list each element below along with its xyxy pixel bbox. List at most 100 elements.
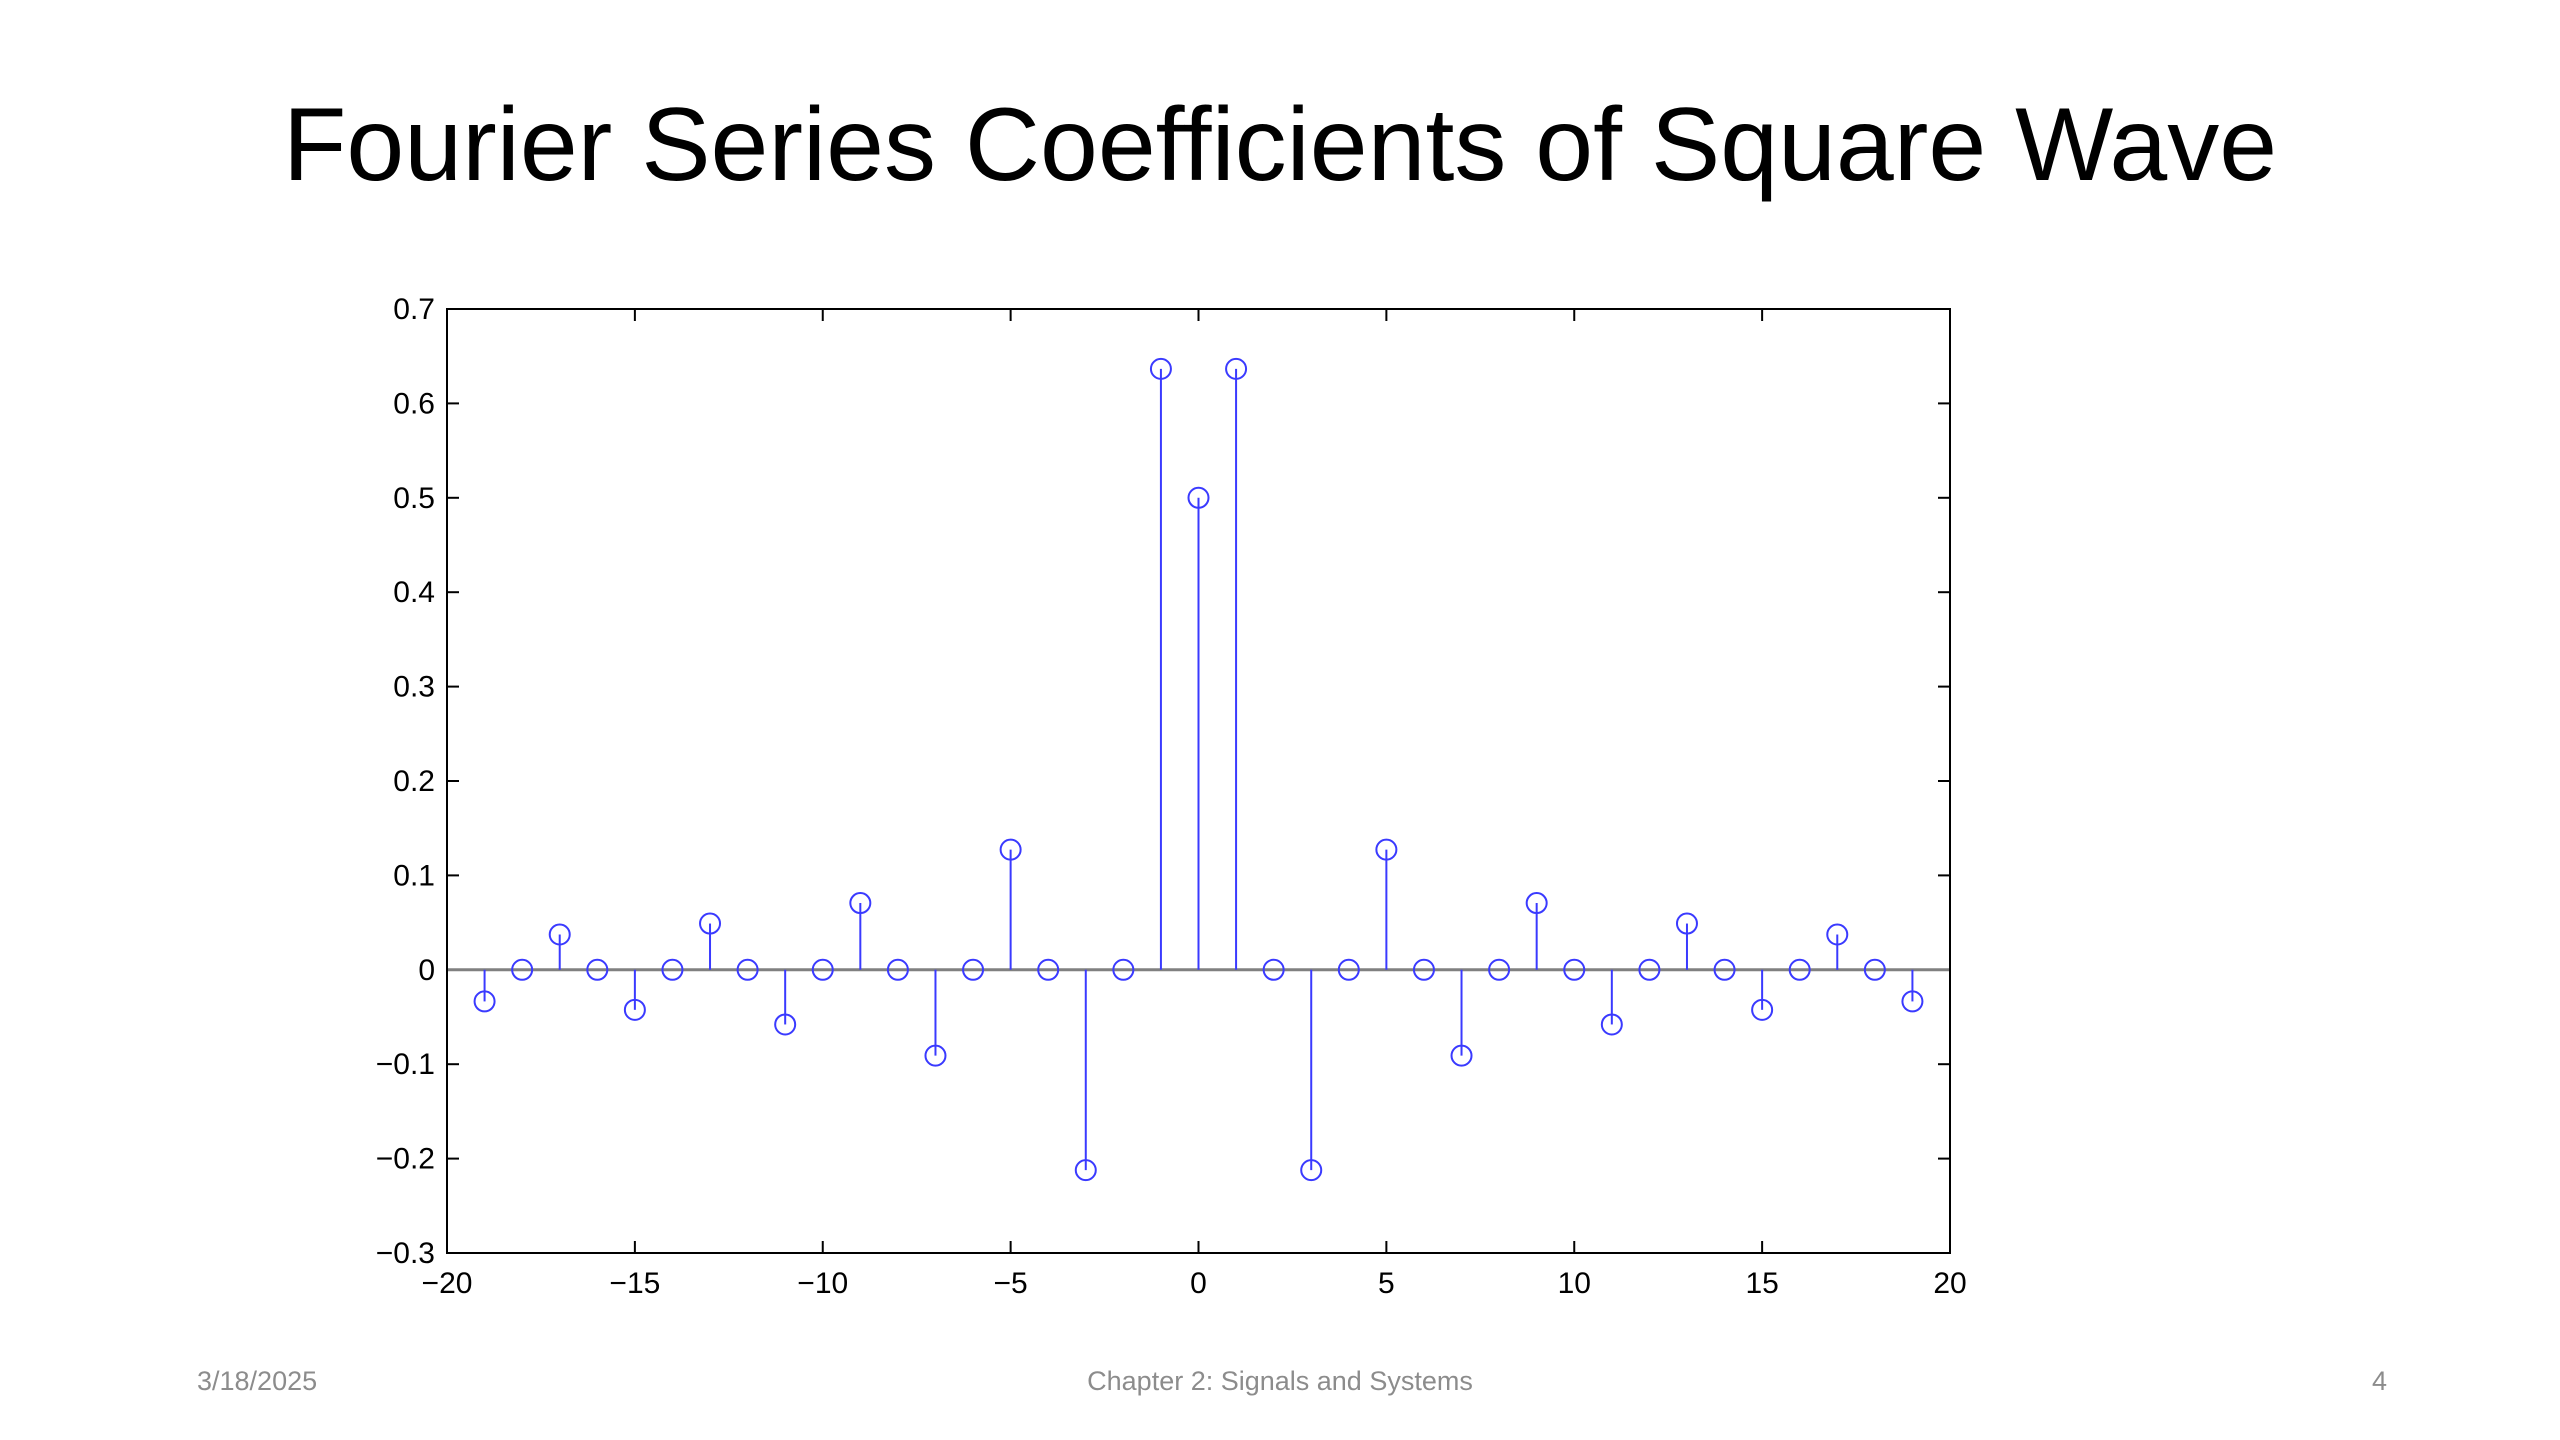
stem-point — [1675, 912, 1698, 970]
y-tick-label: 0.1 — [393, 859, 435, 892]
y-tick-label: 0.2 — [393, 765, 435, 798]
stem-point — [1901, 969, 1924, 1013]
x-tick-label: −20 — [422, 1267, 473, 1300]
stem-marker — [1863, 958, 1886, 981]
y-tick-label: 0.5 — [393, 482, 435, 515]
x-tick-label: −5 — [994, 1267, 1028, 1300]
stem-point — [774, 969, 797, 1036]
footer-page-number: 4 — [2371, 1366, 2387, 1396]
stem-marker — [1563, 958, 1586, 981]
axes-frame — [446, 308, 1951, 1254]
y-tick-label: −0.3 — [376, 1237, 435, 1270]
stem-point — [473, 969, 496, 1013]
footer-date: 3/18/2025 — [197, 1366, 318, 1396]
stem-point — [1074, 969, 1097, 1182]
stem-marker — [1488, 958, 1511, 981]
stem-marker — [1112, 958, 1135, 981]
x-tick-label: 10 — [1558, 1267, 1591, 1300]
stem-point — [1412, 958, 1435, 981]
stem-marker — [1300, 1159, 1323, 1182]
stem-marker — [1450, 1044, 1473, 1067]
stem-point — [849, 892, 872, 970]
stem-marker — [1225, 357, 1248, 380]
y-tick-label: 0 — [418, 954, 435, 987]
stem-marker — [548, 923, 571, 946]
stem-point — [886, 958, 909, 981]
stem-point — [1488, 958, 1511, 981]
stem-point — [1225, 357, 1248, 970]
stem-point — [962, 958, 985, 981]
y-tick-label: −0.2 — [376, 1143, 435, 1176]
stem-point — [1863, 958, 1886, 981]
stem-marker — [849, 892, 872, 915]
stem-point — [1525, 892, 1548, 970]
stem-point — [736, 958, 759, 981]
stem-marker — [661, 958, 684, 981]
stem-marker — [1901, 990, 1924, 1013]
stem-point — [1112, 958, 1135, 981]
stem-marker — [586, 958, 609, 981]
stem-marker — [473, 990, 496, 1013]
stem-marker — [623, 998, 646, 1021]
stem-marker — [1826, 923, 1849, 946]
stem-point — [999, 838, 1022, 970]
axes-frame-layer — [446, 308, 1951, 1254]
stem-marker — [811, 958, 834, 981]
footer-chapter: Chapter 2: Signals and Systems — [1087, 1366, 1473, 1396]
y-tick-label: −0.1 — [376, 1048, 435, 1081]
x-tick-label: 15 — [1745, 1267, 1778, 1300]
x-tick-label: 5 — [1378, 1267, 1395, 1300]
x-tick-label: 0 — [1190, 1267, 1207, 1300]
stem-marker — [999, 838, 1022, 861]
stem-marker — [1638, 958, 1661, 981]
stem-point — [623, 969, 646, 1021]
stem-marker — [774, 1013, 797, 1036]
stem-marker — [1074, 1159, 1097, 1182]
stem-marker — [1187, 486, 1210, 509]
y-tick-label: 0.3 — [393, 671, 435, 704]
stem-marker — [886, 958, 909, 981]
stem-marker — [736, 958, 759, 981]
stem-point — [1149, 357, 1172, 970]
stem-point — [511, 958, 534, 981]
stem-point — [1187, 486, 1210, 970]
stem-marker — [962, 958, 985, 981]
stem-marker — [1675, 912, 1698, 935]
stem-point — [1788, 958, 1811, 981]
stem-marker — [1751, 998, 1774, 1021]
stem-point — [924, 969, 947, 1067]
stem-marker — [924, 1044, 947, 1067]
x-tick-label: 20 — [1933, 1267, 1966, 1300]
tick-labels: −20 −15 −10 −5 0 5 10 15 20 −0.3 −0.2 −0.1 0 0.1 0.2 0.… — [376, 293, 1967, 1300]
stem-marker — [1149, 357, 1172, 380]
stem-point — [1638, 958, 1661, 981]
y-tick-label: 0.6 — [393, 387, 435, 420]
stem-point — [699, 912, 722, 970]
stem-point — [1713, 958, 1736, 981]
x-tick-label: −15 — [609, 1267, 660, 1300]
stem-point — [1375, 838, 1398, 970]
stem-marker — [1037, 958, 1060, 981]
stem-point — [1450, 969, 1473, 1067]
stem-point — [1337, 958, 1360, 981]
stem-marker — [699, 912, 722, 935]
stems — [473, 357, 1924, 1182]
stem-marker — [1337, 958, 1360, 981]
stem-point — [661, 958, 684, 981]
slide-title: Fourier Series Coefficients of Square Wa… — [282, 87, 2278, 203]
stem-marker — [1713, 958, 1736, 981]
stem-point — [811, 958, 834, 981]
stem-point — [1563, 958, 1586, 981]
stem-marker — [1375, 838, 1398, 861]
stem-point — [548, 923, 571, 970]
stem-point — [1300, 969, 1323, 1182]
stem-point — [1826, 923, 1849, 970]
y-tick-label: 0.4 — [393, 576, 435, 609]
stem-marker — [1788, 958, 1811, 981]
stem-point — [1751, 969, 1774, 1021]
y-tick-label: 0.7 — [393, 293, 435, 326]
stem-marker — [1412, 958, 1435, 981]
